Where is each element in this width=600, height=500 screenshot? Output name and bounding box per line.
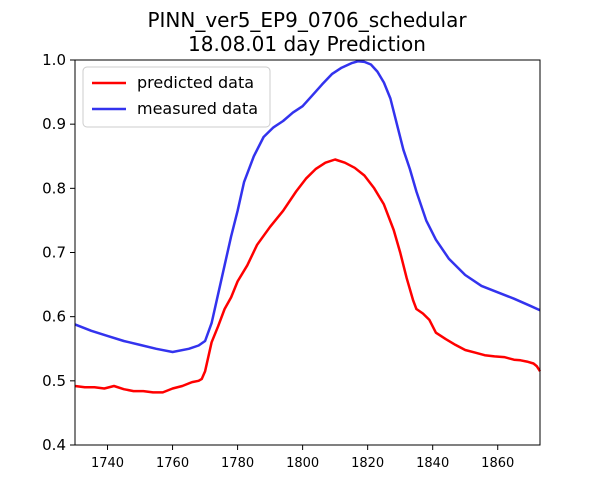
chart-title-line-2: 18.08.01 day Prediction [188,32,426,56]
series-line-measured [74,60,541,354]
x-tick-label: 1800 [286,456,319,471]
y-tick-label: 0.8 [42,179,66,197]
series-line-predicted [74,158,542,394]
y-tick-label: 1.0 [42,51,66,69]
y-tick-label: 0.4 [42,436,66,454]
x-tick-label: 1840 [416,456,449,471]
chart-title-line-1: PINN_ver5_EP9_0706_schedular [147,8,467,32]
y-tick-label: 0.9 [42,115,66,133]
x-tick-label: 1860 [481,456,514,471]
legend-label-predicted: predicted data [137,73,254,92]
legend-label-measured: measured data [137,99,258,118]
y-tick-label: 0.6 [42,308,66,326]
x-tick-label: 1780 [221,456,254,471]
legend-box [82,66,271,128]
x-tick-label: 1740 [91,456,124,471]
x-tick-label: 1760 [156,456,189,471]
x-tick-label: 1820 [351,456,384,471]
y-tick-label: 0.7 [42,244,66,262]
plot-area: 1740 1760 1780 1800 1820 1840 1860 0.4 0.5 0.6 0.7… [42,51,542,471]
y-tick-label: 0.5 [42,372,66,390]
